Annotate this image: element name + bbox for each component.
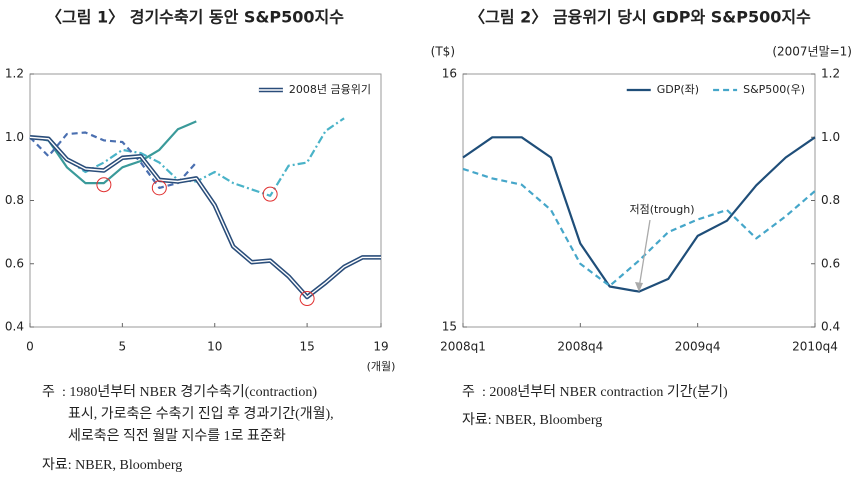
x-tick-label: 2009q4: [675, 340, 721, 354]
trough-marker: [96, 177, 112, 193]
y2-tick-label: 0.6: [821, 256, 840, 270]
plot-frame: [29, 73, 382, 328]
y-tick-label: 15: [442, 320, 457, 334]
x-tick-label: 5: [119, 340, 127, 354]
series-line: [462, 167, 816, 287]
y-axis-label: (T$): [431, 45, 455, 59]
y2-tick-label: 0.4: [821, 320, 840, 334]
x-tick-label: 2008q4: [557, 340, 603, 354]
series-line: [29, 135, 381, 300]
y2-axis-label: (2007년말=1): [772, 45, 852, 59]
series-line: [29, 117, 345, 197]
trough-marker: [299, 291, 315, 307]
legend-label: GDP(좌): [657, 83, 699, 96]
annotation-arrow: [638, 219, 651, 289]
note-line: : 2008년부터 NBER contraction 기간(분기): [482, 384, 728, 400]
x-tick-label: 2008q1: [440, 340, 486, 354]
x-tick-label: 0: [26, 340, 34, 354]
trough-marker: [262, 186, 278, 202]
y2-tick-label: 1.0: [821, 130, 840, 144]
y-tick-label: 0.8: [5, 193, 24, 207]
note-line: : 1980년부터 NBER 경기수축기(contraction): [62, 384, 317, 400]
annotation-arrowhead: [635, 282, 643, 292]
y2-tick-label: 0.8: [821, 193, 840, 207]
source: 자료: NBER, Bloomberg: [462, 412, 602, 428]
annotation: 저점(trough): [629, 203, 694, 216]
chart-title: 〈그림 2〉 금융위기 당시 GDP와 S&P500지수: [469, 8, 811, 27]
x-tick-label: 10: [207, 340, 222, 354]
note-label: 주: [462, 385, 475, 400]
y-tick-label: 1.0: [5, 130, 24, 144]
series-line: [29, 131, 198, 189]
x-tick-label: 19: [373, 340, 388, 354]
x-axis-label: (개월): [367, 360, 396, 373]
x-tick-label: 2010q4: [792, 340, 838, 354]
trough-marker: [151, 180, 167, 196]
x-tick-label: 15: [299, 340, 314, 354]
source: 자료: NBER, Bloomberg: [42, 457, 182, 473]
y-tick-label: 0.4: [5, 320, 24, 334]
y-tick-label: 16: [442, 67, 457, 81]
legend-label: 2008년 금융위기: [289, 83, 371, 96]
note-label: 주: [42, 385, 55, 400]
y2-tick-label: 1.2: [821, 67, 840, 81]
y-tick-label: 1.2: [5, 67, 24, 81]
series-line: [29, 120, 197, 185]
legend-label: S&P500(우): [743, 83, 805, 96]
note-line: 세로축은 직전 월말 지수를 1로 표준화: [68, 428, 286, 444]
chart-title: 〈그림 1〉 경기수축기 동안 S&P500지수: [46, 8, 344, 27]
y-tick-label: 0.6: [5, 256, 24, 270]
series-line-inner: [29, 136, 381, 298]
note-line: 표시, 가로축은 수축기 진입 후 경과기간(개월),: [68, 406, 334, 422]
